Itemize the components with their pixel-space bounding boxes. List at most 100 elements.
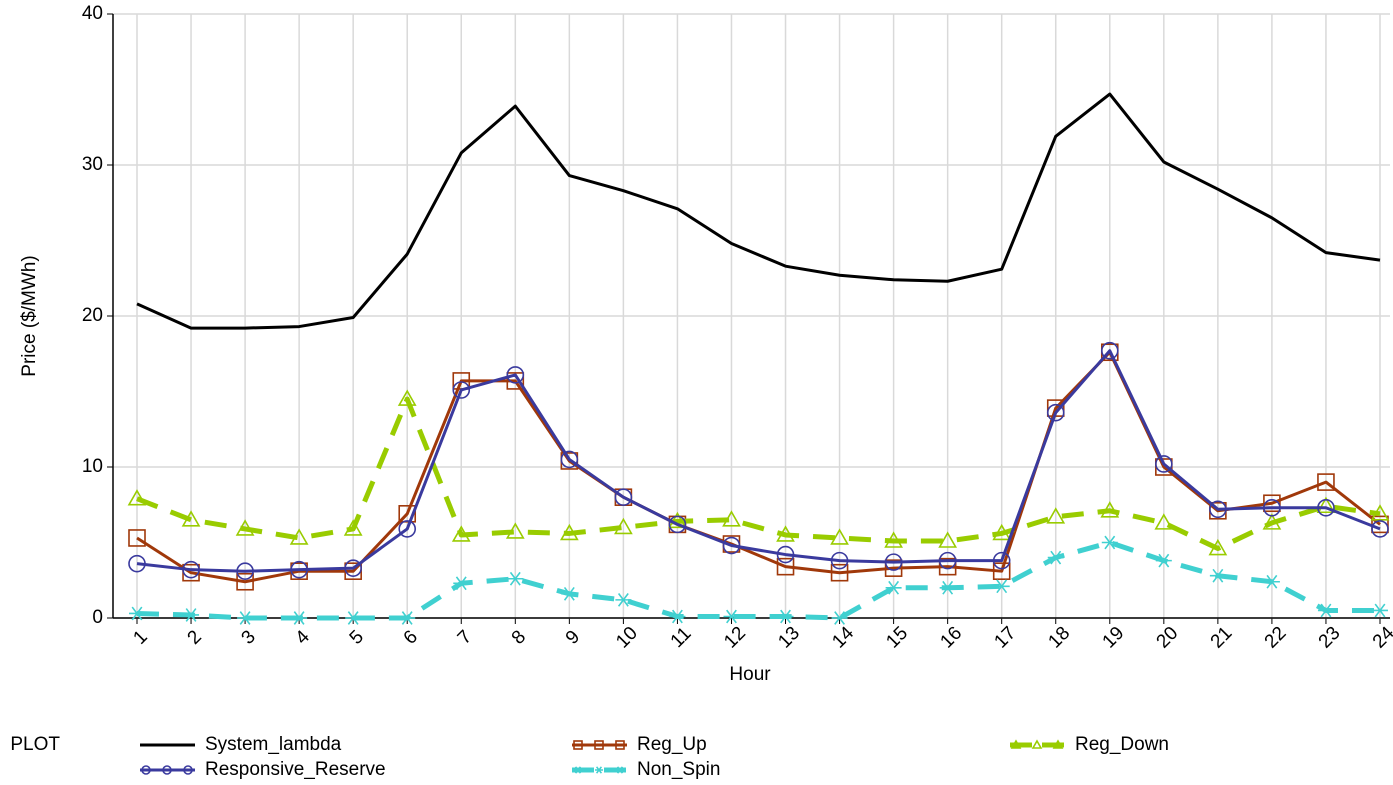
legend-label: Responsive_Reserve [205, 759, 386, 780]
marker [345, 611, 362, 625]
legend-marker [615, 740, 625, 750]
marker [1208, 538, 1228, 556]
x-tick-label: 7 [454, 626, 476, 648]
x-tick-label: 19 [1099, 623, 1129, 653]
marker [505, 522, 525, 539]
x-tick-label: 24 [1369, 622, 1393, 652]
x-tick-label: 14 [828, 622, 858, 652]
y-tick-label: 0 [92, 607, 103, 628]
y-tick-label: 40 [82, 3, 103, 24]
x-tick-label: 12 [720, 623, 750, 653]
y-axis-label: Price ($/MWh) [19, 255, 40, 376]
marker [1372, 603, 1388, 618]
marker [1317, 498, 1335, 517]
marker [830, 563, 849, 582]
marker [453, 576, 470, 591]
legend-marker [594, 740, 604, 750]
marker [615, 593, 632, 607]
marker [1316, 496, 1336, 514]
marker [830, 528, 849, 545]
x-tick-label: 17 [990, 623, 1020, 653]
marker [506, 366, 525, 384]
marker [1101, 535, 1118, 550]
x-tick-label: 23 [1315, 623, 1345, 653]
marker [938, 531, 958, 548]
marker [1154, 513, 1174, 530]
x-tick-label: 11 [667, 623, 696, 652]
marker [237, 611, 254, 625]
x-tick-label: 21 [1207, 623, 1237, 653]
marker [235, 519, 255, 536]
marker [776, 545, 795, 564]
marker [1209, 568, 1226, 583]
marker [1100, 341, 1119, 360]
marker [1370, 504, 1390, 521]
marker [669, 609, 686, 624]
marker [1371, 520, 1389, 538]
x-tick-label: 13 [774, 623, 804, 653]
marker [236, 562, 254, 580]
marker [399, 611, 416, 625]
x-tick-label: 2 [184, 626, 206, 648]
marker [668, 511, 687, 529]
legend-title: PLOT [10, 734, 60, 755]
marker [1047, 550, 1064, 565]
x-tick-label: 4 [292, 626, 315, 649]
legend-label: Reg_Up [637, 734, 707, 755]
x-tick-label: 20 [1153, 623, 1183, 653]
marker [397, 389, 417, 406]
marker [992, 551, 1011, 570]
marker [938, 551, 957, 570]
marker [1046, 507, 1066, 524]
marker [236, 572, 254, 591]
x-axis-label: Hour [729, 664, 771, 685]
legend-marker [595, 766, 603, 774]
legend-label: Reg_Down [1075, 734, 1169, 755]
marker [343, 519, 363, 536]
x-tick-label: 9 [562, 626, 584, 648]
marker [1155, 455, 1173, 473]
marker [1263, 574, 1280, 589]
marker [723, 609, 740, 624]
marker [344, 559, 362, 577]
legend-marker [162, 765, 172, 775]
marker [777, 609, 794, 624]
marker [559, 523, 579, 541]
legend-marker [574, 766, 582, 774]
marker [992, 562, 1011, 580]
legend-marker [1031, 739, 1043, 749]
marker [1262, 513, 1282, 530]
marker [183, 608, 200, 622]
marker [722, 536, 741, 555]
legend-marker [573, 740, 583, 750]
legend-marker [616, 766, 624, 774]
y-tick-label: 20 [82, 305, 103, 326]
legend-marker [1010, 739, 1022, 749]
marker [776, 525, 795, 542]
marker [182, 560, 200, 579]
marker [1155, 553, 1172, 568]
marker [992, 523, 1012, 541]
marker [993, 579, 1010, 594]
x-tick-label: 18 [1044, 623, 1074, 653]
marker [884, 559, 903, 577]
legend-marker [141, 765, 151, 775]
marker [1046, 403, 1065, 422]
legend-marker [1052, 739, 1064, 749]
marker [614, 488, 633, 507]
marker [614, 517, 633, 535]
marker [398, 520, 417, 538]
marker [129, 606, 145, 621]
marker [290, 560, 308, 579]
marker [776, 557, 795, 576]
marker [831, 611, 848, 625]
marker [1263, 494, 1281, 513]
marker [1209, 500, 1227, 519]
marker [668, 515, 687, 534]
marker [181, 510, 201, 527]
x-tick-label: 8 [508, 626, 530, 648]
x-tick-label: 10 [612, 623, 642, 653]
marker [291, 611, 308, 625]
legend-label: System_lambda [205, 734, 342, 755]
